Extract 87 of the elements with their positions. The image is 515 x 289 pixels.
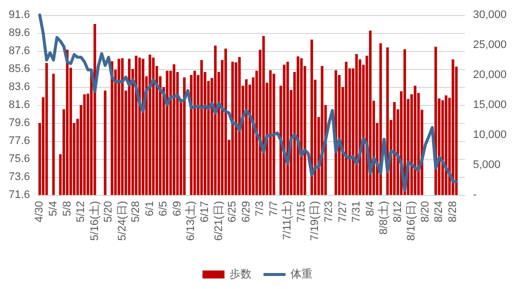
y-tick-label: 85.6: [8, 63, 30, 75]
bar: [344, 62, 348, 195]
bar: [262, 36, 265, 195]
x-tick-label: 6/29: [240, 201, 252, 222]
y2-tick-label: 15,000: [473, 99, 507, 111]
x-tick-label: 4/30: [34, 201, 46, 222]
x-tick-label: 8/16(日): [406, 201, 418, 241]
x-tick-label: 5/4: [47, 201, 60, 216]
x-tick-label: 6/13(土): [184, 201, 198, 241]
x-tick-label: 8/8(土): [377, 201, 390, 235]
x-tick-label: 8/28: [446, 201, 459, 222]
bar: [118, 58, 120, 195]
y2-tick-label: 25,000: [473, 39, 507, 51]
bar: [452, 59, 454, 195]
x-tick-label: 7/15: [295, 201, 308, 222]
bar: [52, 74, 55, 195]
x-tick-label: 7/31: [350, 201, 363, 222]
bar: [128, 58, 131, 195]
bar: [296, 56, 300, 195]
y-tick-label: 81.6: [8, 99, 30, 111]
bar: [83, 94, 86, 195]
bar: [152, 58, 155, 195]
x-tick-label: 6/25: [226, 201, 239, 222]
x-tick-label: 8/4: [364, 201, 376, 216]
bar: [183, 77, 186, 195]
y-tick-label: 71.6: [8, 189, 30, 201]
x-tick-label: 5/12: [75, 201, 88, 222]
bar: [172, 64, 176, 195]
bar: [200, 60, 203, 195]
x-tick-label: 6/1: [144, 201, 156, 216]
legend-label: 歩数: [230, 268, 252, 280]
y-tick-label: 89.6: [8, 27, 30, 39]
y-tick-label: 73.6: [8, 171, 30, 183]
bar: [238, 57, 241, 195]
y2-tick-label: 10,000: [473, 129, 507, 141]
bar: [269, 70, 272, 195]
line-series: [38, 14, 458, 192]
bar: [414, 86, 416, 195]
x-tick-label: 5/24(日): [116, 201, 128, 241]
bar: [148, 54, 152, 195]
y2-tick-label: -: [473, 189, 477, 201]
bar: [66, 50, 69, 195]
bar: [272, 74, 276, 195]
x-tick-label: 7/7: [268, 201, 280, 216]
legend-label: 体重: [290, 268, 312, 280]
x-tick-label: 5/20: [102, 201, 115, 222]
bar: [45, 63, 48, 195]
bar: [300, 58, 303, 195]
y2-tick-label: 5,000: [473, 159, 501, 171]
bar: [224, 48, 227, 195]
x-tick-label: 7/3: [254, 201, 266, 216]
x-tick-label: 7/11(土): [280, 201, 294, 240]
x-tick-label: 5/28: [130, 201, 142, 222]
bar: [310, 40, 314, 195]
bar: [166, 70, 168, 195]
y-tick-label: 75.6: [8, 153, 30, 165]
bar: [121, 58, 124, 195]
bar: [231, 62, 234, 195]
x-tick-label: 8/12: [392, 201, 404, 222]
y-tick-label: 77.6: [8, 135, 30, 147]
x-tick-label: 5/16(土): [88, 201, 101, 241]
y-tick-label: 83.6: [8, 81, 30, 93]
y2-tick-label: 30,000: [473, 9, 507, 21]
x-tick-label: 5/8: [61, 201, 74, 216]
y-tick-label: 91.6: [8, 9, 30, 21]
y-tick-label: 79.6: [8, 117, 30, 129]
bar: [214, 46, 217, 195]
x-tick-label: 6/21(日): [212, 201, 225, 241]
bar: [142, 58, 144, 195]
bar: [193, 70, 196, 195]
x-tick-label: 6/5: [158, 201, 170, 216]
x-tick-label: 6/9: [171, 201, 184, 216]
bar: [245, 79, 248, 195]
bar: [393, 102, 396, 195]
x-tick-label: 8/24: [433, 201, 446, 222]
y-tick-label: 87.6: [8, 45, 30, 57]
x-tick-label: 7/19(日): [309, 201, 322, 241]
bar: [444, 95, 448, 195]
y2-tick-label: 20,000: [473, 69, 507, 81]
x-tick-label: 7/27: [336, 201, 349, 222]
bar: [190, 75, 193, 195]
x-tick-label: 7/23: [322, 201, 335, 222]
x-tick-label: 8/20: [419, 201, 432, 222]
x-tick-label: 6/17: [199, 201, 212, 222]
bar: [355, 54, 358, 195]
bar: [104, 90, 106, 195]
bar: [110, 61, 114, 195]
